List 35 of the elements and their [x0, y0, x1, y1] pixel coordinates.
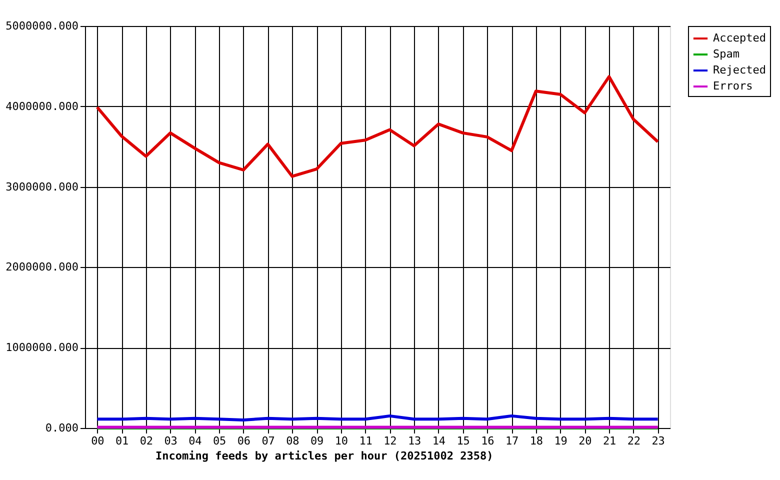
y-tick-label: 5000000.000 — [6, 20, 78, 32]
x-tick-label: 23 — [652, 434, 665, 448]
x-tick-label: 09 — [310, 434, 324, 448]
x-tick-label: 12 — [384, 434, 397, 448]
x-tick-label: 19 — [554, 434, 568, 448]
x-tick-label: 14 — [432, 434, 446, 448]
x-tick-label: 00 — [91, 434, 104, 448]
legend-label: Errors — [713, 80, 753, 92]
x-tick-label: 02 — [140, 434, 154, 448]
legend-label: Accepted — [713, 32, 766, 44]
y-tick-label: 0.000 — [45, 422, 78, 434]
legend-label: Rejected — [713, 64, 766, 76]
x-tick-label: 07 — [262, 434, 275, 448]
y-tick-label: 1000000.000 — [6, 341, 78, 354]
x-tick-label: 08 — [286, 434, 300, 448]
x-axis-title: Incoming feeds by articles per hour (20251002 2358) — [156, 450, 494, 462]
x-tick-label: 22 — [627, 434, 641, 448]
y-tick-label: 4000000.000 — [6, 100, 78, 113]
x-tick-label: 16 — [481, 434, 494, 448]
x-tick-label: 01 — [115, 434, 129, 448]
x-tick-label: 21 — [602, 434, 616, 448]
x-tick-label: 03 — [164, 434, 178, 448]
x-tick-label: 18 — [530, 434, 544, 448]
x-tick-label: 13 — [408, 434, 422, 448]
x-tick-label: 04 — [188, 434, 202, 448]
y-tick-label: 3000000.000 — [6, 180, 78, 194]
x-tick-label: 15 — [456, 434, 470, 448]
x-tick-label: 10 — [334, 434, 348, 448]
x-tick-label: 05 — [212, 434, 226, 448]
x-tick-label: 20 — [578, 434, 592, 448]
x-tick-label: 11 — [359, 434, 372, 448]
legend-label: Spam — [713, 48, 740, 60]
y-tick-label: 2000000.000 — [6, 260, 78, 274]
x-tick-label: 06 — [237, 434, 251, 448]
x-tick-label: 17 — [505, 434, 519, 448]
